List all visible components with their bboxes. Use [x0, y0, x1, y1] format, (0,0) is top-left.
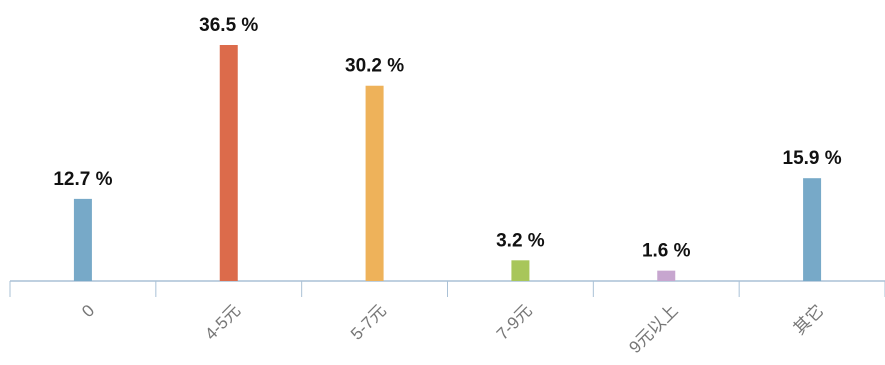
- bar-3: [511, 260, 530, 281]
- bar-4: [657, 270, 676, 281]
- category-label-3: 7-9元: [493, 301, 536, 344]
- category-label-4: 9元以上: [625, 301, 681, 357]
- value-label-2: 30.2 %: [345, 56, 404, 77]
- bar-1: [219, 45, 238, 281]
- category-label-5: 其它: [790, 301, 827, 338]
- bar-0: [73, 198, 92, 281]
- value-label-1: 36.5 %: [199, 15, 258, 36]
- category-label-2: 5-7元: [347, 301, 390, 344]
- value-label-3: 3.2 %: [496, 230, 545, 251]
- bar-2: [365, 85, 384, 281]
- bar-5: [803, 178, 822, 281]
- value-label-4: 1.6 %: [642, 241, 691, 262]
- value-label-0: 12.7 %: [53, 169, 112, 190]
- category-label-0: 0: [78, 301, 98, 321]
- value-label-5: 15.9 %: [783, 148, 842, 169]
- category-label-1: 4-5元: [201, 301, 244, 344]
